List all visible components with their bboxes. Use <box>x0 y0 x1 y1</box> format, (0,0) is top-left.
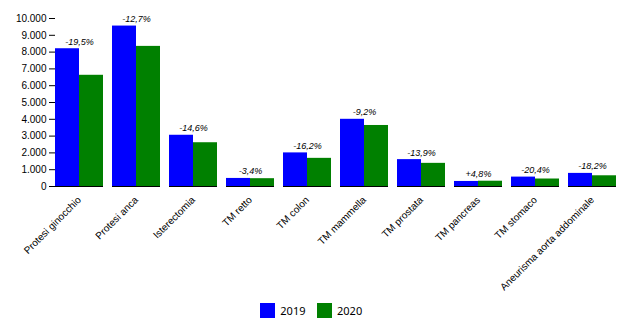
svg-text:TM prostata: TM prostata <box>380 194 426 240</box>
svg-text:4.000: 4.000 <box>21 114 46 125</box>
svg-text:-20,4%: -20,4% <box>521 165 550 175</box>
svg-text:TM pancreas: TM pancreas <box>433 194 482 243</box>
svg-text:-16,2%: -16,2% <box>293 141 322 151</box>
svg-text:10.000: 10.000 <box>16 13 47 24</box>
svg-text:9.000: 9.000 <box>21 30 46 41</box>
html-text:2020: 2020 <box>337 303 363 318</box>
svg-text:TM stomaco: TM stomaco <box>492 194 539 241</box>
svg-text:TM colon: TM colon <box>274 194 311 231</box>
svg-text:+4,8%: +4,8% <box>466 169 492 179</box>
svg-text:7.000: 7.000 <box>21 63 46 74</box>
svg-text:1.000: 1.000 <box>21 164 46 175</box>
svg-text:TM retto: TM retto <box>220 194 254 228</box>
svg-text:-3,4%: -3,4% <box>239 166 263 176</box>
svg-text:TM mammella: TM mammella <box>316 194 369 247</box>
svg-text:-9,2%: -9,2% <box>353 107 377 117</box>
svg-text:3.000: 3.000 <box>21 130 46 141</box>
svg-text:-14,6%: -14,6% <box>179 123 208 133</box>
svg-text:Protesi ginocchio: Protesi ginocchio <box>22 194 84 256</box>
svg-text:-19,5%: -19,5% <box>65 37 94 47</box>
svg-text:0: 0 <box>41 181 47 192</box>
svg-text:5.000: 5.000 <box>21 97 46 108</box>
svg-text:-12,7%: -12,7% <box>122 14 151 24</box>
svg-text:Protesi anca: Protesi anca <box>93 194 140 241</box>
svg-text:-18,2%: -18,2% <box>578 161 607 171</box>
svg-text:Aneurisma aorta addominale: Aneurisma aorta addominale <box>498 194 596 292</box>
svg-text:-13,9%: -13,9% <box>407 148 436 158</box>
svg-text:8.000: 8.000 <box>21 46 46 57</box>
html-text:2019: 2019 <box>280 303 306 318</box>
svg-text:Isterectomia: Isterectomia <box>151 194 198 241</box>
svg-text:2.000: 2.000 <box>21 147 46 158</box>
svg-text:6.000: 6.000 <box>21 80 46 91</box>
